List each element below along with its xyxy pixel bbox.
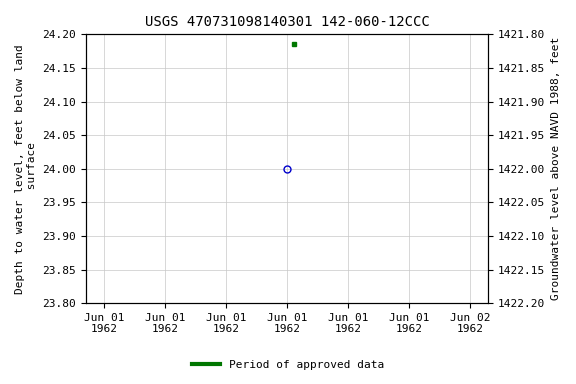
Legend: Period of approved data: Period of approved data bbox=[188, 356, 388, 375]
Y-axis label: Groundwater level above NAVD 1988, feet: Groundwater level above NAVD 1988, feet bbox=[551, 37, 561, 300]
Y-axis label: Depth to water level, feet below land
 surface: Depth to water level, feet below land su… bbox=[15, 44, 37, 294]
Title: USGS 470731098140301 142-060-12CCC: USGS 470731098140301 142-060-12CCC bbox=[145, 15, 430, 29]
